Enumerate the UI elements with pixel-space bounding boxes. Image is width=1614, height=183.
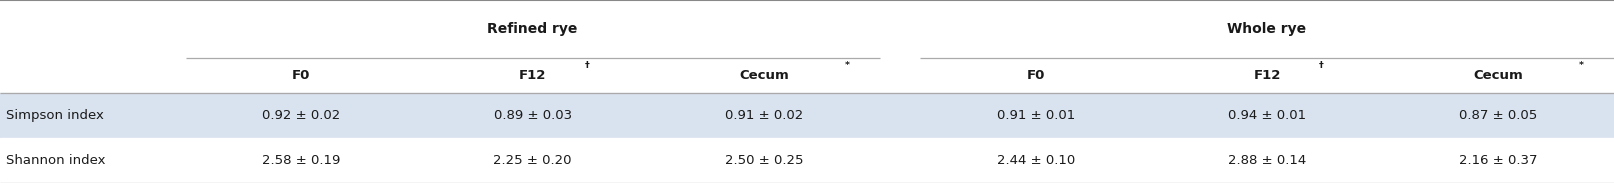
Text: F0: F0 (1027, 69, 1044, 82)
Text: Shannon index: Shannon index (6, 154, 107, 167)
Text: †: † (584, 61, 589, 70)
Text: Simpson index: Simpson index (6, 109, 105, 122)
Bar (0, 93, 1614, 138)
Text: Whole rye: Whole rye (1227, 22, 1307, 36)
Text: F12: F12 (520, 69, 546, 82)
Text: F12: F12 (1254, 69, 1280, 82)
Text: 0.94 ± 0.01: 0.94 ± 0.01 (1228, 109, 1306, 122)
Text: 0.92 ± 0.02: 0.92 ± 0.02 (261, 109, 341, 122)
Text: *: * (1578, 61, 1583, 70)
Text: Cecum: Cecum (739, 69, 789, 82)
Text: 2.88 ± 0.14: 2.88 ± 0.14 (1228, 154, 1306, 167)
Text: 0.89 ± 0.03: 0.89 ± 0.03 (494, 109, 571, 122)
Text: 2.50 ± 0.25: 2.50 ± 0.25 (725, 154, 804, 167)
Text: F0: F0 (292, 69, 310, 82)
Text: †: † (1319, 61, 1323, 70)
Text: *: * (844, 61, 849, 70)
Text: Refined rye: Refined rye (487, 22, 578, 36)
Text: 2.58 ± 0.19: 2.58 ± 0.19 (261, 154, 341, 167)
Text: 0.91 ± 0.02: 0.91 ± 0.02 (725, 109, 804, 122)
Text: 2.44 ± 0.10: 2.44 ± 0.10 (996, 154, 1075, 167)
Text: 0.87 ± 0.05: 0.87 ± 0.05 (1459, 109, 1538, 122)
Bar (0, 138, 1614, 183)
Text: 0.91 ± 0.01: 0.91 ± 0.01 (996, 109, 1075, 122)
Text: 2.25 ± 0.20: 2.25 ± 0.20 (494, 154, 571, 167)
Text: Cecum: Cecum (1474, 69, 1524, 82)
Text: 2.16 ± 0.37: 2.16 ± 0.37 (1459, 154, 1538, 167)
